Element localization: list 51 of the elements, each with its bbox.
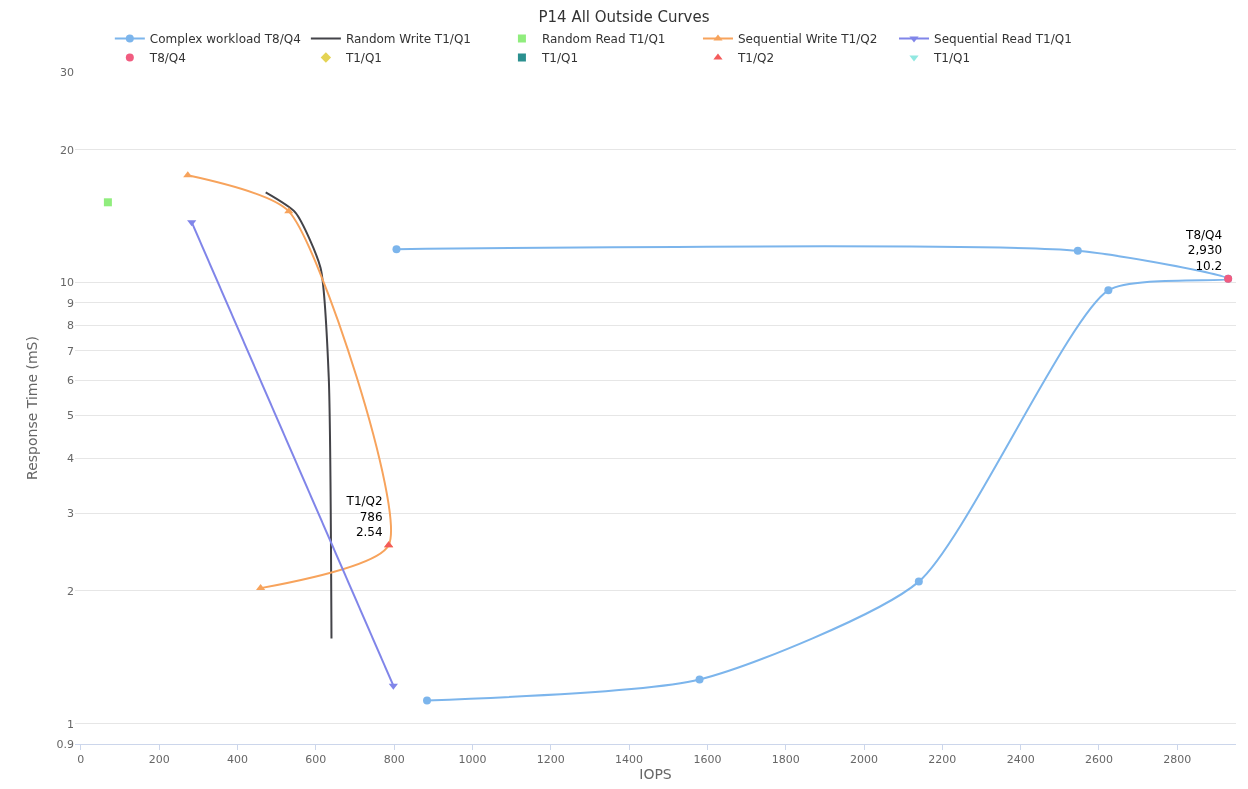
x-tick-label: 400	[227, 753, 248, 767]
y-tick-label: 6	[67, 374, 74, 388]
x-tick-label: 800	[383, 753, 405, 767]
y-tick-label: 0.9	[56, 737, 74, 751]
point	[914, 577, 923, 586]
x-tick-label: 1000	[458, 753, 487, 767]
y-tick-label: 10	[60, 276, 74, 290]
x-tick-label: 200	[148, 753, 170, 767]
x-tick-label: 0	[77, 753, 85, 767]
point	[392, 245, 401, 254]
y-tick-label: 5	[67, 409, 74, 423]
y-tick-label: 7	[67, 344, 74, 358]
x-tick-label: 1400	[615, 753, 644, 767]
y-tick-label: 20	[60, 143, 74, 157]
legend-label: T8/Q4	[148, 51, 186, 66]
y-tick-label: 1	[67, 717, 74, 731]
point	[423, 696, 432, 705]
x-tick-label: 2400	[1006, 753, 1035, 767]
legend-label: Sequential Write T1/Q2	[737, 32, 878, 47]
y-tick-label: 30	[60, 65, 74, 79]
legend-label: Complex workload T8/Q4	[149, 32, 301, 47]
legend-label: Random Read T1/Q1	[541, 32, 666, 47]
y-tick-label: 4	[67, 451, 74, 465]
x-tick-label: 1600	[693, 753, 722, 767]
chart-title: P14 All Outside Curves	[538, 8, 710, 27]
legend-label: Random Write T1/Q1	[345, 32, 471, 47]
legend-label: T1/Q1	[933, 51, 971, 66]
point	[1104, 286, 1113, 295]
x-tick-label: 2600	[1084, 753, 1113, 767]
y-axis-title: Response Time (mS)	[24, 336, 41, 480]
x-tick-label: 2200	[928, 753, 957, 767]
line-series	[264, 191, 333, 640]
y-tick-label: 2	[67, 584, 74, 598]
data-label: T1/Q2 786 2.54	[345, 493, 383, 540]
x-tick-label: 1800	[771, 753, 800, 767]
point	[695, 675, 704, 684]
x-tick-label: 1200	[536, 753, 565, 767]
point	[1073, 246, 1082, 255]
x-axis-title: IOPS	[639, 766, 672, 783]
legend-label: T1/Q1	[540, 51, 579, 66]
legend-label: Sequential Read T1/Q1	[934, 32, 1072, 47]
x-tick-label: 2000	[850, 753, 879, 767]
legend-label: T1/Q2	[736, 51, 775, 66]
y-tick-label: 3	[67, 507, 74, 521]
data-label: T8/Q4 2,930 10.2	[1185, 227, 1223, 273]
x-tick-label: 2800	[1163, 753, 1192, 767]
legend-label: T1/Q1	[344, 51, 382, 66]
y-tick-label: 8	[67, 319, 74, 333]
y-tick-label: 9	[67, 296, 74, 310]
point	[103, 198, 112, 207]
x-tick-label: 600	[305, 753, 327, 767]
